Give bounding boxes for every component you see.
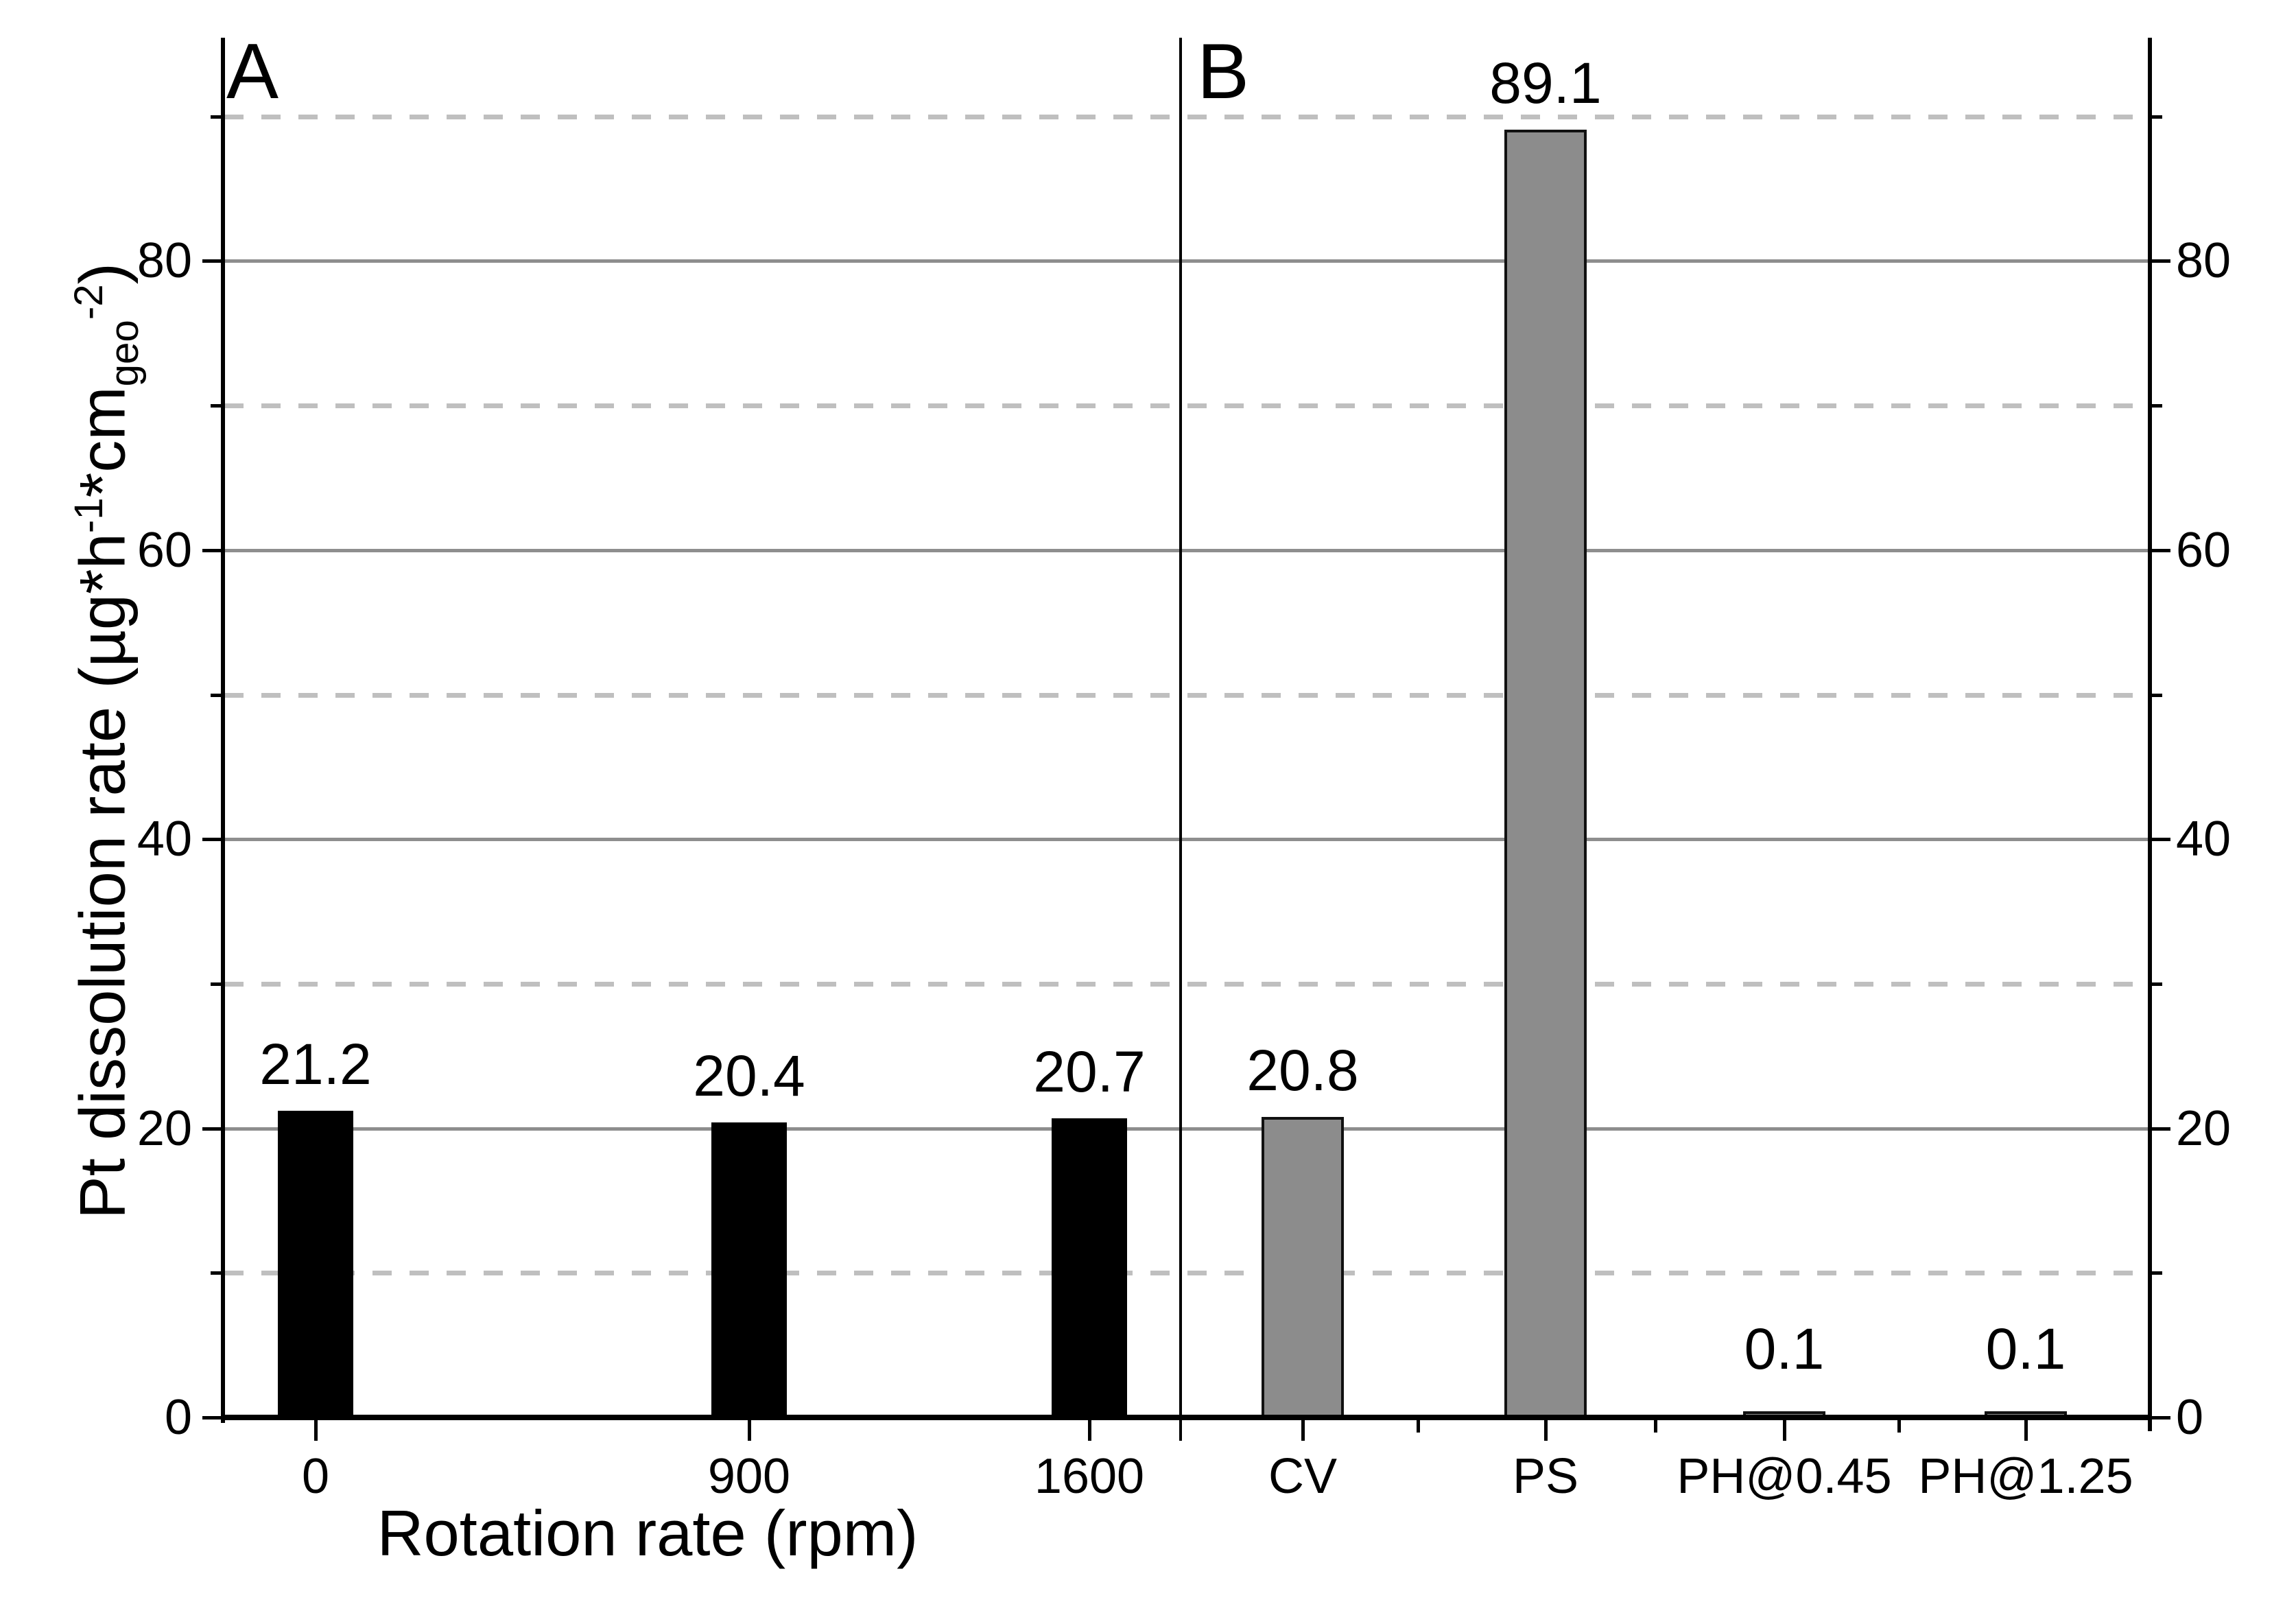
ytick-major-left-20 xyxy=(202,1127,223,1131)
value-label-A-900: 20.4 xyxy=(693,1044,805,1109)
ytick-minor-right-90 xyxy=(2150,115,2162,119)
xtick-label-PS: PS xyxy=(1512,1449,1579,1504)
ytick-label-left-20: 20 xyxy=(137,1100,192,1156)
ytick-major-left-0 xyxy=(202,1416,223,1420)
ytick-minor-left-90 xyxy=(211,115,223,119)
ytick-label-right-60: 60 xyxy=(2176,522,2232,578)
ytick-minor-left-10 xyxy=(211,1271,223,1275)
ytick-minor-left-30 xyxy=(211,982,223,986)
ytick-minor-left-70 xyxy=(211,404,223,408)
ytick-label-right-40: 40 xyxy=(2176,812,2232,867)
ytick-major-left-40 xyxy=(202,838,223,842)
bar-B-PS xyxy=(1504,129,1587,1417)
ytick-label-left-40: 40 xyxy=(137,812,192,867)
xtick-label-900: 900 xyxy=(707,1449,791,1504)
xtick-minor-1 xyxy=(1654,1420,1657,1433)
xtick-major-1600 xyxy=(1088,1420,1091,1441)
ytick-label-right-20: 20 xyxy=(2176,1100,2232,1156)
xtick-major-PS xyxy=(1544,1420,1548,1441)
ytick-minor-right-70 xyxy=(2150,404,2162,408)
ytick-minor-right-10 xyxy=(2150,1271,2162,1275)
value-label-B-PH@1.25: 0.1 xyxy=(1985,1316,2066,1381)
xtick-major-PH@0.45 xyxy=(1783,1420,1786,1441)
value-label-B-CV: 20.8 xyxy=(1246,1037,1359,1103)
xtick-label-0: 0 xyxy=(301,1449,330,1504)
xtick-major-PH@1.25 xyxy=(2024,1420,2028,1441)
x-axis-title-rotation-rate: Rotation rate (rpm) xyxy=(377,1497,919,1569)
ytick-label-left-80: 80 xyxy=(137,233,192,289)
gridline-major-80 xyxy=(224,259,2149,263)
x-axis-baseline xyxy=(221,1415,2152,1420)
xtick-major-900 xyxy=(748,1420,751,1441)
ytick-major-right-20 xyxy=(2150,1127,2170,1131)
gridline-minor-70 xyxy=(224,403,2149,409)
gridline-minor-10 xyxy=(224,1271,2149,1276)
gridline-minor-90 xyxy=(224,114,2149,119)
panel-letter-a: A xyxy=(226,28,279,115)
value-label-A-1600: 20.7 xyxy=(1033,1039,1146,1104)
ytick-label-right-0: 0 xyxy=(2176,1390,2204,1445)
gridline-major-20 xyxy=(224,1127,2149,1131)
ytick-major-right-0 xyxy=(2150,1416,2170,1420)
panel-letter-b: B xyxy=(1197,28,1250,115)
gridline-minor-30 xyxy=(224,981,2149,987)
xtick-major-CV xyxy=(1301,1420,1305,1441)
bar-A-0 xyxy=(278,1111,353,1417)
ytick-major-left-60 xyxy=(202,548,223,552)
bar-A-900 xyxy=(711,1122,787,1417)
panel-divider xyxy=(1179,38,1182,1441)
bar-A-1600 xyxy=(1052,1118,1127,1417)
ytick-major-right-80 xyxy=(2150,259,2170,263)
bar-B-CV xyxy=(1262,1116,1344,1417)
xtick-label-CV: CV xyxy=(1268,1449,1338,1504)
ytick-major-right-60 xyxy=(2150,548,2170,552)
gridline-major-40 xyxy=(224,838,2149,842)
ytick-minor-right-30 xyxy=(2150,982,2162,986)
xtick-label-PH@1.25: PH@1.25 xyxy=(1918,1449,2133,1504)
ytick-label-left-0: 0 xyxy=(164,1390,192,1445)
xtick-minor-0 xyxy=(1417,1420,1420,1433)
gridline-major-60 xyxy=(224,548,2149,552)
ytick-label-right-80: 80 xyxy=(2176,233,2232,289)
ytick-major-right-40 xyxy=(2150,838,2170,842)
xtick-label-PH@0.45: PH@0.45 xyxy=(1677,1449,1892,1504)
xtick-label-1600: 1600 xyxy=(1034,1449,1145,1504)
ytick-minor-left-50 xyxy=(211,693,223,697)
gridline-minor-50 xyxy=(224,692,2149,698)
y-axis-right xyxy=(2148,38,2152,1431)
value-label-A-0: 21.2 xyxy=(259,1032,372,1097)
value-label-B-PS: 89.1 xyxy=(1489,50,1602,115)
value-label-B-PH@0.45: 0.1 xyxy=(1744,1316,1825,1381)
ytick-major-left-80 xyxy=(202,259,223,263)
ytick-label-left-60: 60 xyxy=(137,522,192,578)
xtick-major-0 xyxy=(314,1420,318,1441)
ytick-minor-right-50 xyxy=(2150,693,2162,697)
y-axis-left xyxy=(221,38,225,1423)
xtick-minor-2 xyxy=(1897,1420,1901,1433)
